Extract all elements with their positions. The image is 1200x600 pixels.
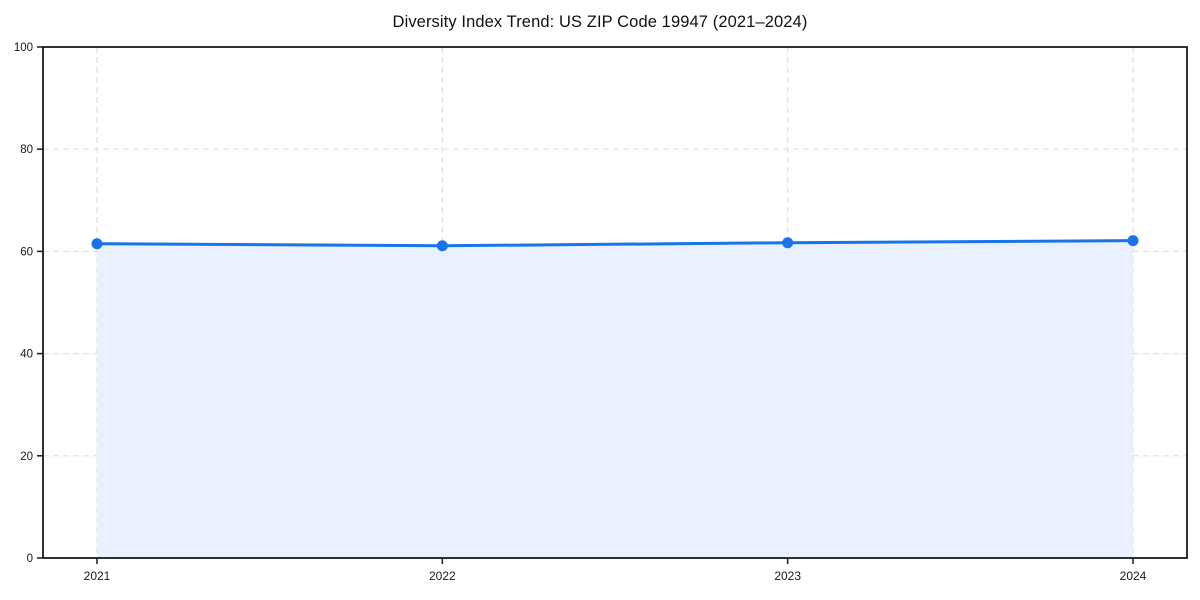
y-tick-label: 0 bbox=[27, 553, 33, 565]
y-tick-label: 40 bbox=[20, 349, 33, 361]
chart-title: Diversity Index Trend: US ZIP Code 19947… bbox=[392, 13, 808, 31]
data-point-2024[interactable] bbox=[1127, 235, 1139, 247]
x-tick-label: 2022 bbox=[429, 569, 456, 583]
y-tick-label: 60 bbox=[20, 246, 33, 258]
data-point-2021[interactable] bbox=[91, 238, 103, 250]
x-tick-label: 2024 bbox=[1120, 569, 1147, 583]
area-fill bbox=[97, 240, 1133, 558]
y-tick-label: 100 bbox=[14, 42, 33, 54]
y-tick-label: 80 bbox=[20, 144, 33, 156]
x-tick-label: 2023 bbox=[774, 569, 801, 583]
data-point-2022[interactable] bbox=[436, 240, 448, 252]
trend-line bbox=[95, 239, 1135, 248]
plot-frame bbox=[42, 46, 1188, 559]
y-tick-label: 20 bbox=[20, 451, 33, 463]
data-point-2023[interactable] bbox=[782, 237, 794, 249]
x-tick-label: 2021 bbox=[84, 569, 111, 583]
